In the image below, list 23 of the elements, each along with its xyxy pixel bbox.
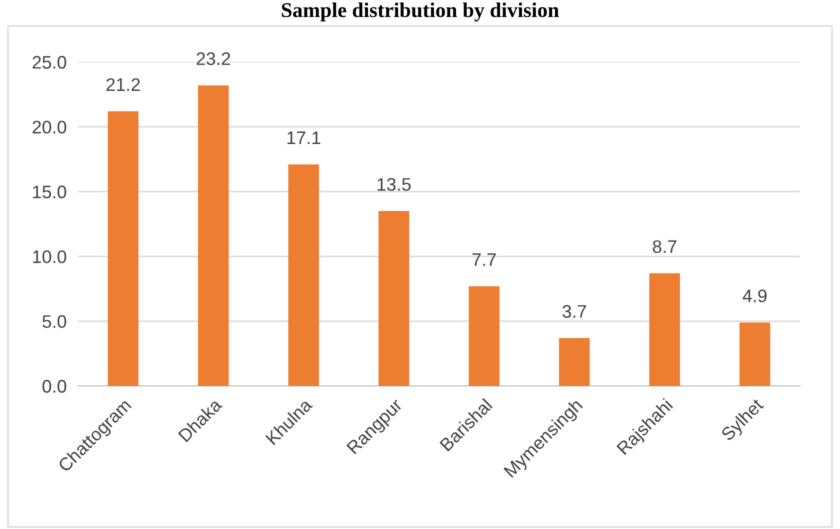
bar	[288, 164, 319, 386]
bar	[649, 273, 680, 386]
y-tick-label: 25.0	[32, 56, 66, 69]
data-label: 23.2	[196, 52, 230, 66]
bar	[559, 338, 590, 386]
data-label: 4.9	[742, 289, 767, 302]
bar	[108, 111, 138, 386]
data-label: 3.7	[562, 305, 586, 318]
chart-title: Sample distribution by division	[282, 2, 559, 22]
bar	[468, 286, 500, 386]
data-label: 17.1	[287, 132, 320, 144]
bar	[740, 322, 770, 386]
data-label: 8.7	[652, 240, 676, 254]
data-label: 7.7	[472, 253, 496, 266]
y-tick-label: 20.0	[32, 120, 66, 134]
bar	[378, 211, 410, 386]
y-tick-label: 5.0	[42, 315, 66, 328]
bar	[198, 85, 229, 386]
data-label: 13.5	[378, 178, 411, 191]
y-tick-label: 10.0	[33, 250, 66, 264]
data-label: 21.2	[106, 78, 140, 91]
y-tick-label: 0.0	[42, 380, 66, 393]
y-tick-label: 15.0	[33, 186, 66, 198]
